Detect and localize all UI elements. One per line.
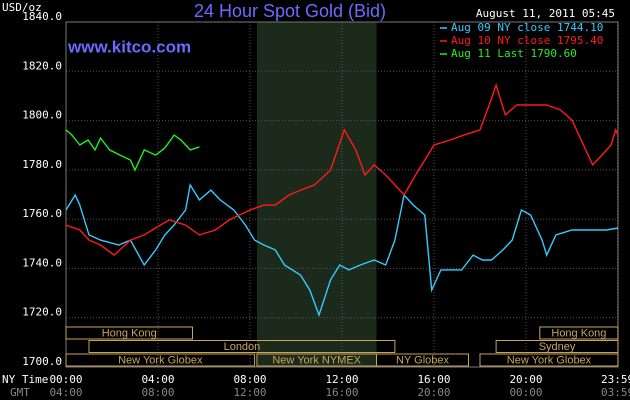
session-label: NY Globex	[396, 354, 449, 366]
chart-title: 24 Hour Spot Gold (Bid)	[194, 1, 386, 21]
session-box	[539, 326, 619, 340]
session-label: London	[224, 341, 261, 353]
legend-entry: Aug 10 NY close 1795.40	[451, 34, 603, 47]
x-tick-label: 00:00	[49, 373, 82, 386]
session-label: Sydney	[539, 341, 576, 353]
x-row-label: GMT	[10, 386, 30, 399]
y-tick-label: 1740.0	[22, 256, 62, 269]
gmt-tick-label: 00:00	[509, 386, 542, 399]
unit-label: USD/oz	[2, 1, 42, 14]
x-tick-label: 20:00	[509, 373, 542, 386]
gmt-tick-label: 12:00	[233, 386, 266, 399]
x-tick-label: 16:00	[417, 373, 450, 386]
session-label: Hong Kong	[102, 327, 157, 339]
session-box	[376, 353, 469, 367]
session-label: New York NYMEX	[272, 354, 361, 366]
price-line	[65, 82, 619, 257]
website: www.kitco.com	[67, 37, 191, 56]
y-tick-label: 1720.0	[22, 306, 62, 319]
x-tick-label: 12:00	[325, 373, 358, 386]
x-row-label: NY Time	[2, 373, 48, 386]
session-label: New York Globex	[118, 354, 203, 366]
session-box	[88, 340, 396, 353]
gmt-tick-label: 20:00	[417, 386, 450, 399]
x-tick-label: 04:00	[141, 373, 174, 386]
session-box	[495, 340, 619, 353]
session-label: Hong Kong	[551, 327, 606, 339]
session-box	[65, 326, 193, 340]
legend-entry: Aug 09 NY close 1744.10	[451, 21, 603, 34]
y-tick-label: 1820.0	[22, 59, 62, 72]
gmt-tick-label: 08:00	[141, 386, 174, 399]
x-tick-label: 08:00	[233, 373, 266, 386]
price-line	[65, 129, 200, 172]
y-tick-label: 1840.0	[22, 10, 62, 23]
price-line	[65, 182, 619, 318]
y-tick-label: 1800.0	[22, 109, 62, 122]
timestamp: August 11, 2011 05:45	[476, 7, 615, 20]
session-box	[479, 353, 619, 367]
plot-frame	[65, 21, 619, 368]
legend-entry: Aug 11 Last 1790.60	[451, 47, 577, 60]
y-tick-label: 1700.0	[22, 355, 62, 368]
x-tick-label: 23:59	[601, 373, 630, 386]
gmt-tick-label: 04:00	[49, 386, 82, 399]
y-tick-label: 1780.0	[22, 158, 62, 171]
y-tick-label: 1760.0	[22, 207, 62, 220]
gmt-tick-label: 16:00	[325, 386, 358, 399]
session-shade	[256, 22, 377, 367]
gmt-tick-label: 03:59	[601, 386, 630, 399]
session-box	[65, 353, 256, 367]
session-label: New York Globex	[507, 354, 592, 366]
